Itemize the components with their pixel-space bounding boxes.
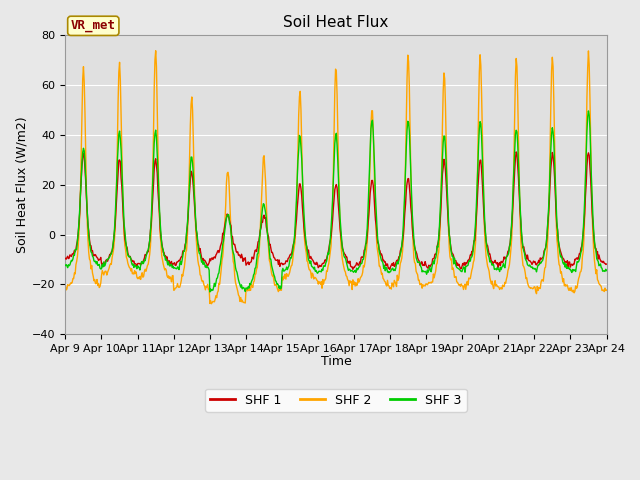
Title: Soil Heat Flux: Soil Heat Flux — [284, 15, 388, 30]
Text: VR_met: VR_met — [71, 19, 116, 32]
X-axis label: Time: Time — [321, 355, 351, 368]
Legend: SHF 1, SHF 2, SHF 3: SHF 1, SHF 2, SHF 3 — [205, 389, 467, 411]
Y-axis label: Soil Heat Flux (W/m2): Soil Heat Flux (W/m2) — [15, 117, 28, 253]
